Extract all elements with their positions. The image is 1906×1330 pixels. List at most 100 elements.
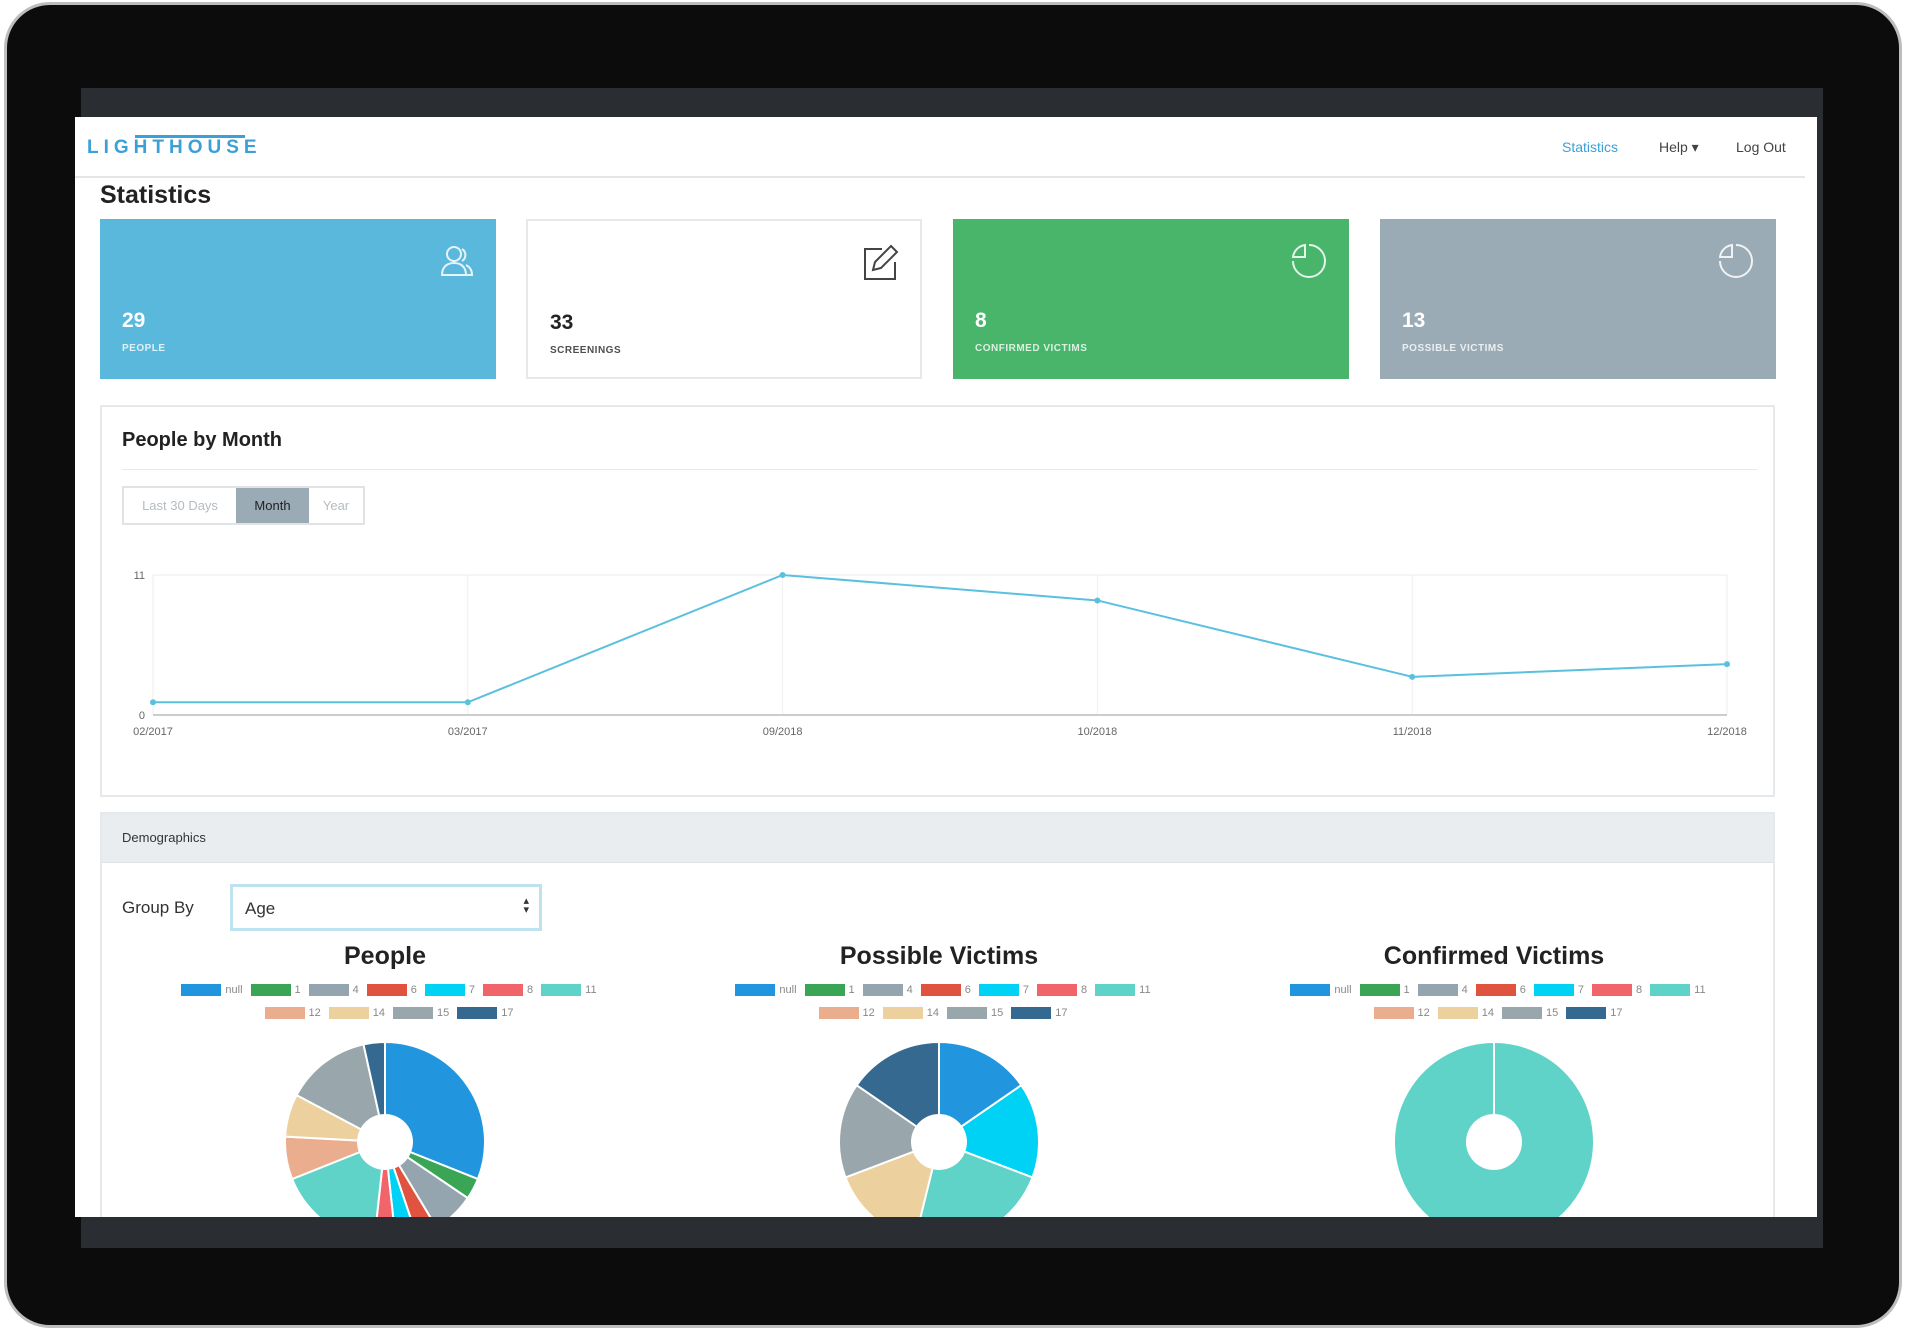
legend-swatch xyxy=(804,984,845,997)
pie-slice-11[interactable] xyxy=(915,1150,1034,1217)
legend-label: 7 xyxy=(1577,984,1585,996)
legend-item[interactable]: 15 xyxy=(939,1007,1003,1020)
legend-item[interactable]: 15 xyxy=(1494,1007,1559,1020)
nav-statistics[interactable]: Statistics xyxy=(1562,139,1619,155)
pie-slice-11[interactable] xyxy=(290,1150,384,1217)
group-by-select[interactable]: Age ▴ ▾ xyxy=(230,884,542,931)
stat-value: 8 xyxy=(975,309,987,332)
y-tick-label: 11 xyxy=(134,570,145,582)
x-tick-label: 12/2018 xyxy=(1707,726,1747,738)
legend-item[interactable]: 11 xyxy=(1087,984,1151,997)
legend-label: 11 xyxy=(1694,984,1706,996)
legend-item[interactable]: 12 xyxy=(257,1007,321,1020)
legend-item[interactable]: 4 xyxy=(301,984,359,997)
legend-item[interactable]: 7 xyxy=(971,984,1030,997)
legend-label: 17 xyxy=(1055,1007,1068,1019)
legend-item[interactable]: 12 xyxy=(1366,1007,1430,1020)
legend-item[interactable]: 7 xyxy=(1526,984,1585,997)
legend-item[interactable]: 1 xyxy=(1352,984,1410,997)
legend-label: 8 xyxy=(1081,984,1088,996)
legend-label: 7 xyxy=(468,984,476,996)
pie-slice-15[interactable] xyxy=(295,1043,381,1131)
legend-item[interactable]: 11 xyxy=(533,984,597,997)
pie-slice-15[interactable] xyxy=(838,1083,919,1179)
pie-slice-14[interactable] xyxy=(844,1150,934,1217)
legend-swatch xyxy=(1502,1007,1542,1020)
legend-item[interactable]: 6 xyxy=(359,984,417,997)
range-month[interactable]: Month xyxy=(236,488,309,523)
legend-item[interactable]: 8 xyxy=(1029,984,1088,997)
logo[interactable]: LIGHTHOUSE xyxy=(87,137,262,158)
pie-slice-11[interactable] xyxy=(1392,1041,1595,1217)
legend-item[interactable]: 6 xyxy=(1468,984,1526,997)
legend-swatch xyxy=(862,984,903,997)
legend-label: 1 xyxy=(848,984,855,996)
stat-card-confirmed-victims[interactable]: 8 CONFIRMED VICTIMS xyxy=(953,219,1349,379)
data-point[interactable] xyxy=(1724,661,1730,668)
x-tick-label: 09/2018 xyxy=(763,726,803,738)
range-year[interactable]: Year xyxy=(322,498,350,513)
legend-item[interactable]: null xyxy=(727,984,797,997)
data-point[interactable] xyxy=(1409,673,1416,680)
data-point[interactable] xyxy=(1094,597,1101,604)
people-by-month-chart: 02/2017 03/2017 09/2018 10/2018 11/2018 12/20… xyxy=(133,570,1747,738)
legend-item[interactable]: 17 xyxy=(1558,1007,1623,1020)
legend-item[interactable]: 6 xyxy=(913,984,971,997)
legend-item[interactable]: null xyxy=(173,984,243,997)
pie-title: People xyxy=(344,942,426,970)
legend-label: 6 xyxy=(410,984,417,996)
legend-label: 7 xyxy=(1022,984,1030,996)
legend-label: null xyxy=(1334,984,1352,996)
data-point[interactable] xyxy=(779,572,786,578)
pie-chart xyxy=(1392,1041,1595,1217)
legend-swatch xyxy=(882,1007,923,1020)
legend-label: 14 xyxy=(372,1007,385,1019)
legend-item[interactable]: 8 xyxy=(475,984,533,997)
data-point[interactable] xyxy=(464,699,471,706)
legend-item[interactable]: 8 xyxy=(1584,984,1643,997)
pie-chart xyxy=(838,1040,1040,1217)
legend-item[interactable]: 14 xyxy=(875,1007,939,1020)
pie-slice-4[interactable] xyxy=(397,1155,470,1217)
legend-item[interactable]: 17 xyxy=(449,1007,514,1020)
pie-slice-null[interactable] xyxy=(384,1040,486,1181)
legend-item[interactable]: 4 xyxy=(855,984,913,997)
demographics-panel: Demographics Group By Age ▴ ▾ People null 1… xyxy=(100,812,1775,1217)
legend-item[interactable]: 1 xyxy=(243,984,301,997)
legend-item[interactable]: 14 xyxy=(1430,1007,1494,1020)
people-by-month-panel: People by Month Last 30 Days Month Year … xyxy=(100,405,1775,797)
legend-item[interactable]: 1 xyxy=(797,984,855,997)
legend-swatch xyxy=(366,984,407,997)
legend-item[interactable]: 12 xyxy=(811,1007,875,1020)
pie-legend: null 1 4 6 7 8 11 12 14 15 17 xyxy=(679,979,1199,1025)
x-tick-label: 11/2018 xyxy=(1393,726,1432,738)
legend-item[interactable]: 11 xyxy=(1642,984,1706,997)
legend-label: 17 xyxy=(1610,1007,1623,1019)
legend-item[interactable]: 4 xyxy=(1410,984,1468,997)
x-tick-label: 02/2017 xyxy=(133,726,173,738)
group-by-value: Age xyxy=(245,899,276,918)
stat-value: 13 xyxy=(1402,309,1426,332)
pie-slice-7[interactable] xyxy=(959,1083,1040,1179)
stat-card-possible-victims[interactable]: 13 POSSIBLE VICTIMS xyxy=(1380,219,1776,379)
legend-label: 8 xyxy=(1636,984,1643,996)
legend-item[interactable]: 15 xyxy=(385,1007,450,1020)
nav-logout[interactable]: Log Out xyxy=(1736,139,1786,155)
data-point[interactable] xyxy=(150,699,156,706)
legend-item[interactable]: null xyxy=(1282,984,1352,997)
legend-label: 17 xyxy=(501,1007,514,1019)
nav-help-dropdown[interactable]: Help ▾ xyxy=(1659,139,1699,155)
pie-slice-null[interactable] xyxy=(938,1040,1023,1129)
stat-card-people[interactable]: 29 PEOPLE xyxy=(100,219,496,379)
range-last-30-days[interactable]: Last 30 Days xyxy=(142,498,218,513)
legend-swatch xyxy=(483,984,524,997)
legend-label: 15 xyxy=(437,1007,450,1019)
legend-item[interactable]: 14 xyxy=(321,1007,385,1020)
legend-item[interactable]: 7 xyxy=(417,984,476,997)
stat-card-screenings[interactable]: 33 SCREENINGS xyxy=(526,219,922,379)
pie-slice-17[interactable] xyxy=(855,1040,940,1129)
pie-slice-17[interactable] xyxy=(362,1040,386,1117)
legend-label: 15 xyxy=(1546,1007,1559,1019)
select-arrows-icon: ▴ ▾ xyxy=(523,895,529,916)
legend-item[interactable]: 17 xyxy=(1003,1007,1068,1020)
